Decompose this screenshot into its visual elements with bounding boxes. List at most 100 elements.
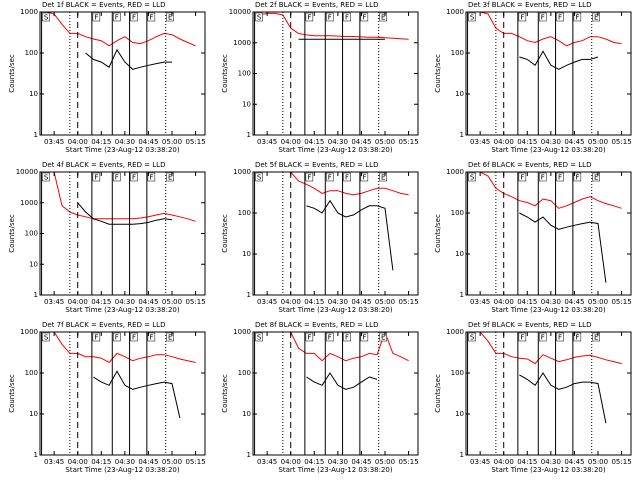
x-tick-label: 04:45 <box>351 298 371 306</box>
marker-label: F <box>575 174 579 182</box>
marker-label-box <box>42 332 50 342</box>
marker-label-box <box>360 12 369 22</box>
x-tick-label: 04:15 <box>517 458 537 466</box>
x-tick-label: 04:30 <box>328 298 348 306</box>
x-axis-label: Start Time (23-Aug-12 03:38:20) <box>278 146 392 154</box>
marker-label: F <box>541 14 545 22</box>
marker-label-box <box>130 172 138 182</box>
x-tick-label: 04:00 <box>68 458 88 466</box>
x-tick-label: 03:45 <box>470 138 490 146</box>
series-line <box>519 212 607 283</box>
x-tick-label: 05:00 <box>375 298 395 306</box>
marker-label-box <box>42 172 50 182</box>
y-tick-label: 1 <box>247 291 251 299</box>
marker-label-box <box>166 12 174 22</box>
x-tick-label: 04:00 <box>68 298 88 306</box>
x-tick-label: 05:15 <box>611 458 631 466</box>
x-tick-label: 05:15 <box>185 138 205 146</box>
marker-label: F <box>575 334 579 342</box>
marker-label-box <box>147 172 156 182</box>
y-tick-label: 1 <box>460 131 464 139</box>
marker-label: S <box>470 334 475 342</box>
marker-label-box <box>255 332 263 342</box>
x-tick-label: 05:15 <box>398 458 418 466</box>
chart-title: Det 7f BLACK = Events, RED = LLD <box>42 321 165 329</box>
y-tick-label: 1000 <box>446 168 464 176</box>
y-axis-label: Counts/sec <box>434 374 442 413</box>
marker-label-box <box>113 12 121 22</box>
x-tick-label: 04:15 <box>517 138 537 146</box>
chart-title: Det 5f BLACK = Events, RED = LLD <box>255 161 378 169</box>
series-line <box>46 332 196 364</box>
marker-label-box <box>379 172 387 182</box>
chart-title: Det 9f BLACK = Events, RED = LLD <box>468 321 591 329</box>
x-tick-label: 05:00 <box>375 458 395 466</box>
x-tick-label: 03:45 <box>257 458 277 466</box>
y-tick-label: 1000 <box>233 168 251 176</box>
y-tick-label: 10 <box>242 100 251 108</box>
marker-label: F <box>345 334 349 342</box>
chart-title: Det 1f BLACK = Events, RED = LLD <box>42 1 165 9</box>
marker-label: E <box>381 14 385 22</box>
marker-label: F <box>541 334 545 342</box>
marker-label: E <box>168 14 172 22</box>
y-axis-label: Counts/sec <box>8 54 16 93</box>
x-axis-label: Start Time (23-Aug-12 03:38:20) <box>491 306 605 314</box>
marker-label-box <box>379 12 387 22</box>
y-tick-label: 100 <box>238 369 251 377</box>
marker-label: F <box>345 174 349 182</box>
y-tick-label: 100 <box>25 230 38 238</box>
plot-frame <box>39 331 206 456</box>
marker-label: E <box>168 174 172 182</box>
y-tick-label: 100 <box>451 49 464 57</box>
x-tick-label: 05:00 <box>588 298 608 306</box>
y-tick-label: 1000 <box>20 8 38 16</box>
y-axis-label: Counts/sec <box>221 214 229 253</box>
series-line <box>306 372 378 390</box>
marker-label-box <box>573 12 582 22</box>
x-tick-label: 05:15 <box>611 138 631 146</box>
marker-label: F <box>115 174 119 182</box>
series-line <box>472 332 622 365</box>
marker-label: F <box>132 334 136 342</box>
chart-title: Det 3f BLACK = Events, RED = LLD <box>468 1 591 9</box>
y-axis-label: Counts/sec <box>8 374 16 413</box>
y-axis-label: Counts/sec <box>434 54 442 93</box>
marker-label-box <box>360 172 369 182</box>
series-line <box>77 202 173 225</box>
marker-label: E <box>381 334 385 342</box>
x-tick-label: 04:30 <box>328 138 348 146</box>
y-tick-label: 10000 <box>229 8 251 16</box>
marker-label-box <box>92 332 101 342</box>
y-tick-label: 100 <box>451 209 464 217</box>
marker-label-box <box>42 12 50 22</box>
marker-label-box <box>556 332 564 342</box>
marker-label: F <box>541 174 545 182</box>
marker-label: S <box>257 334 262 342</box>
marker-label: F <box>520 14 524 22</box>
y-tick-label: 1 <box>247 131 251 139</box>
marker-label-box <box>468 332 476 342</box>
x-tick-label: 04:45 <box>351 138 371 146</box>
x-tick-label: 05:15 <box>611 298 631 306</box>
marker-label-box <box>518 12 527 22</box>
chart-title: Det 2f BLACK = Events, RED = LLD <box>255 1 378 9</box>
marker-label: S <box>44 174 49 182</box>
y-axis-label: Counts/sec <box>8 214 16 253</box>
x-axis-label: Start Time (23-Aug-12 03:38:20) <box>491 466 605 474</box>
y-tick-label: 10 <box>242 250 251 258</box>
x-tick-label: 05:00 <box>375 138 395 146</box>
chart-title: Det 8f BLACK = Events, RED = LLD <box>255 321 378 329</box>
y-axis-label: Counts/sec <box>434 214 442 253</box>
marker-label: E <box>594 14 598 22</box>
y-axis-label: Counts/sec <box>221 374 229 413</box>
x-tick-label: 05:00 <box>588 458 608 466</box>
series-line <box>46 12 196 47</box>
marker-label-box <box>592 12 600 22</box>
y-tick-label: 100 <box>238 209 251 217</box>
x-axis-label: Start Time (23-Aug-12 03:38:20) <box>491 146 605 154</box>
marker-label: F <box>94 14 98 22</box>
marker-label: S <box>44 334 49 342</box>
x-tick-label: 03:45 <box>470 298 490 306</box>
